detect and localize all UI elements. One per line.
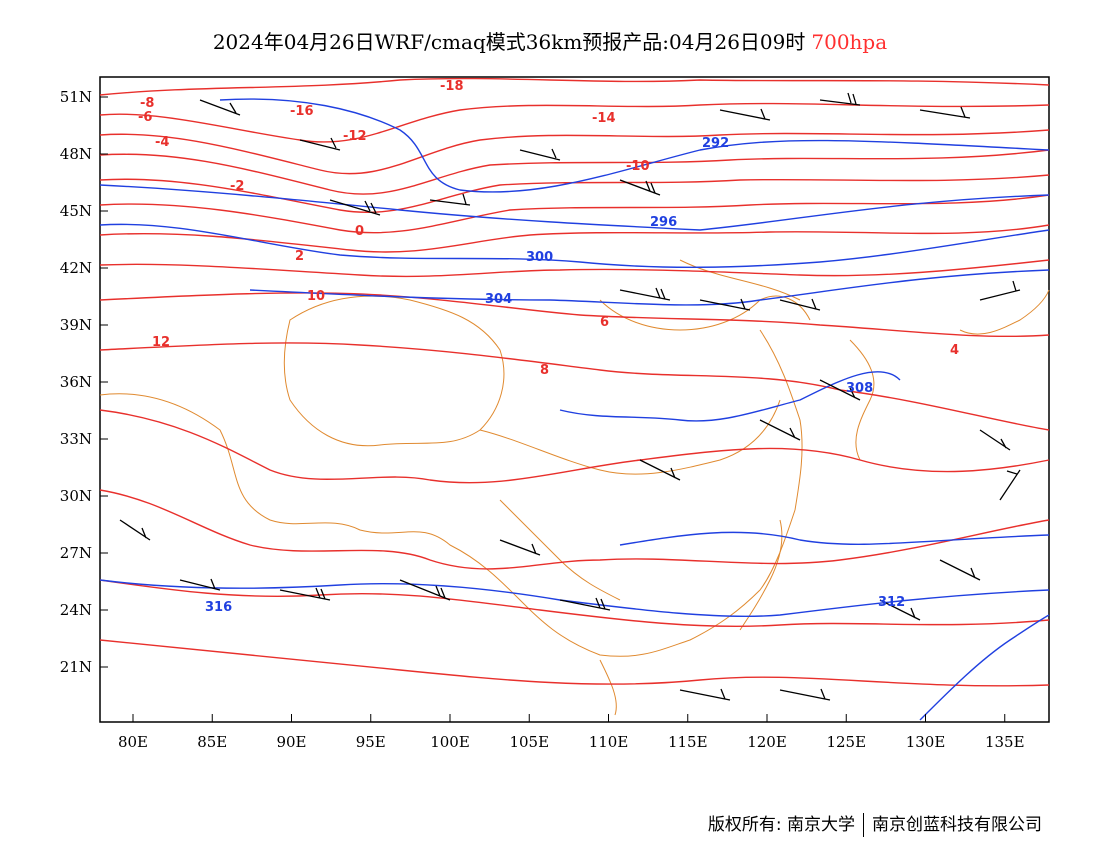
temp-label: -18: [440, 79, 464, 94]
lat-tick-label: 36N: [60, 373, 92, 391]
height-label: 304: [485, 292, 512, 307]
company-text: 南京创蓝科技有限公司: [872, 815, 1042, 835]
temp-label: 2: [295, 249, 304, 264]
height-label: 296: [650, 215, 677, 230]
lon-tick-label: 125E: [826, 733, 866, 751]
lat-tick-label: 33N: [60, 430, 92, 448]
longitude-ticks: 80E 85E 90E 95E 100E 105E 110E 115E 120E 125E 130E…: [118, 714, 1025, 751]
height-labels: 292 296 300 304 308 312 316: [205, 136, 905, 615]
temp-label: -16: [290, 104, 314, 119]
lon-tick-label: 110E: [589, 733, 629, 751]
lon-tick-label: 120E: [747, 733, 787, 751]
height-label: 316: [205, 600, 232, 615]
lat-tick-label: 21N: [60, 658, 92, 676]
lon-tick-label: 95E: [356, 733, 386, 751]
lon-tick-label: 100E: [430, 733, 470, 751]
lat-tick-label: 42N: [60, 259, 92, 277]
height-label: 312: [878, 595, 905, 610]
lat-tick-label: 27N: [60, 544, 92, 562]
temp-label: 8: [540, 363, 549, 378]
temp-label: -12: [343, 129, 367, 144]
lon-tick-label: 115E: [668, 733, 708, 751]
lon-tick-label: 90E: [276, 733, 306, 751]
latitude-ticks: 51N 48N 45N 42N 39N 36N 33N 30N 27N 24N 21N: [60, 88, 108, 676]
title-main: 2024年04月26日WRF/cmaq模式36km预报产品:04月26日09时: [212, 30, 806, 54]
copyright-footer: 版权所有: 南京大学 南京创蓝科技有限公司: [708, 810, 1042, 837]
lat-tick-label: 48N: [60, 145, 92, 163]
copyright-text: 版权所有: 南京大学: [707, 815, 855, 835]
temp-label: -6: [138, 110, 152, 125]
wind-barbs: [119, 92, 1021, 701]
lat-tick-label: 24N: [60, 601, 92, 619]
lon-tick-label: 85E: [197, 733, 227, 751]
lat-tick-label: 39N: [60, 316, 92, 334]
height-label: 308: [846, 381, 873, 396]
lat-tick-label: 51N: [60, 88, 92, 106]
lat-tick-label: 45N: [60, 202, 92, 220]
temperature-labels: -18 -16 -14 -12 -10 -8 -6 -4 -2 0 2 4 6 …: [138, 79, 959, 378]
height-label: 292: [702, 136, 729, 151]
temp-label: -8: [140, 96, 154, 111]
temp-label: 4: [950, 343, 959, 358]
temp-label: -2: [230, 179, 244, 194]
temp-label: 10: [307, 289, 325, 304]
lon-tick-label: 135E: [985, 733, 1025, 751]
temp-label: -10: [626, 159, 650, 174]
title-level: 700hpa: [811, 30, 888, 54]
lon-tick-label: 130E: [906, 733, 946, 751]
temp-label: 12: [152, 335, 170, 350]
temperature-contours: [99, 77, 1050, 687]
temp-label: -14: [592, 111, 616, 126]
footer-divider: [863, 813, 864, 837]
map-title: 2024年04月26日WRF/cmaq模式36km预报产品:04月26日09时 7…: [0, 26, 1100, 55]
height-label: 300: [526, 250, 553, 265]
lat-tick-label: 30N: [60, 487, 92, 505]
map-frame: [99, 76, 1050, 723]
lon-tick-label: 80E: [118, 733, 148, 751]
lon-tick-label: 105E: [509, 733, 549, 751]
temp-label: 6: [600, 315, 609, 330]
temp-label: 0: [355, 224, 364, 239]
temp-label: -4: [155, 135, 169, 150]
